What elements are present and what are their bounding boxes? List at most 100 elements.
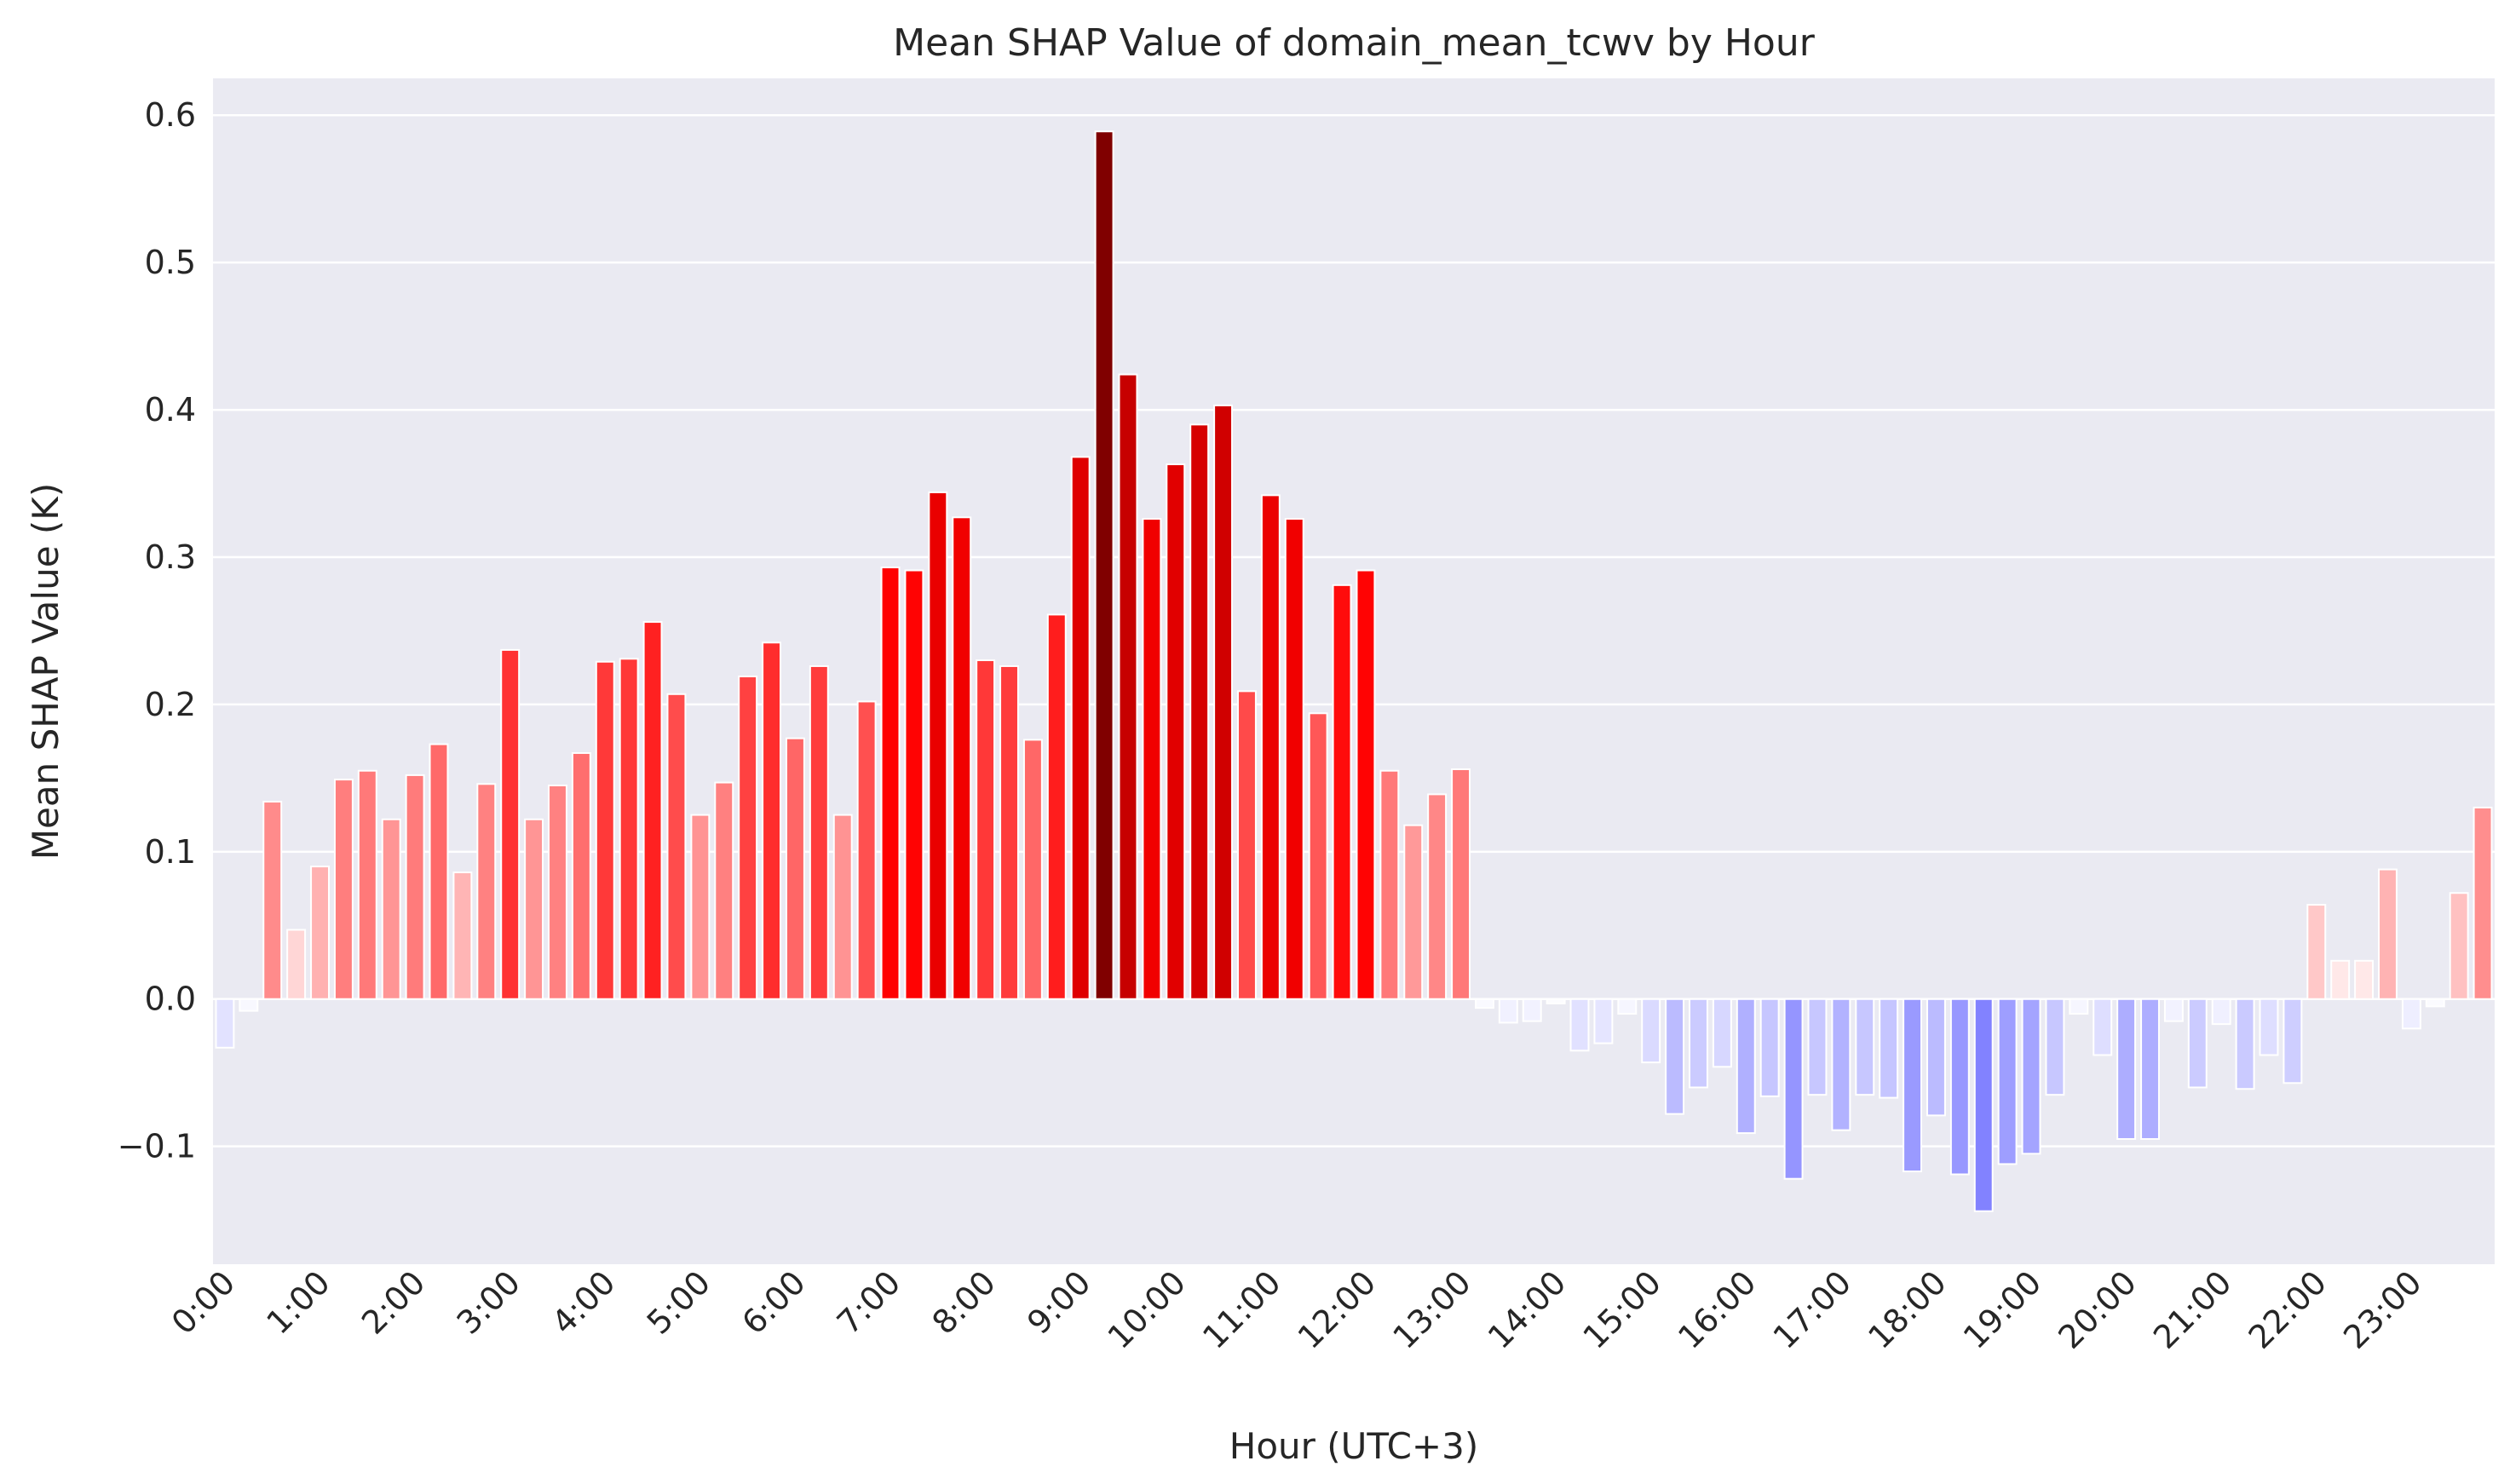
x-tick-label: 22:00	[2242, 1263, 2334, 1356]
bar	[1546, 998, 1566, 1004]
bar	[405, 774, 425, 1000]
bar	[1973, 998, 1994, 1212]
bar	[2163, 998, 2184, 1022]
bar	[571, 751, 591, 1000]
x-tick-label: 8:00	[925, 1263, 1003, 1341]
bar	[1498, 998, 1518, 1024]
bar	[2449, 892, 2469, 1000]
bar	[1332, 584, 1352, 1000]
bar	[2378, 868, 2398, 1000]
x-tick-label: 15:00	[1576, 1263, 1669, 1356]
bar	[1308, 712, 1328, 1000]
x-axis-label: Hour (UTC+3)	[1229, 1425, 1478, 1467]
bar	[2140, 998, 2160, 1141]
bar	[1451, 768, 1471, 1000]
bar	[1403, 824, 1424, 1000]
x-tick-label: 20:00	[2051, 1263, 2144, 1356]
bar	[1260, 494, 1281, 1000]
bar	[476, 783, 497, 1000]
x-tick-label: 0:00	[164, 1263, 242, 1341]
bar	[381, 818, 401, 1000]
bar	[1831, 998, 1851, 1131]
x-tick-label: 12:00	[1291, 1263, 1384, 1356]
y-axis-ticks: −0.1 0.0 0.1 0.2 0.3 0.4 0.5 0.6	[118, 96, 196, 1165]
x-tick-label: 1:00	[259, 1263, 337, 1341]
bar	[619, 658, 639, 1000]
bar	[1142, 518, 1162, 1000]
bar	[1022, 739, 1043, 1000]
bar	[2306, 904, 2327, 1000]
x-tick-label: 6:00	[734, 1263, 812, 1341]
bar	[500, 648, 521, 1000]
bar	[1949, 998, 1970, 1176]
y-tick-label: 0.6	[145, 96, 196, 134]
bar	[976, 659, 996, 1000]
bar	[1237, 690, 1257, 1000]
bar	[1641, 998, 1661, 1064]
x-tick-label: 17:00	[1766, 1263, 1859, 1356]
bar	[1046, 613, 1067, 1000]
bar	[429, 743, 449, 1000]
bar	[1617, 998, 1638, 1015]
x-tick-label: 7:00	[830, 1263, 907, 1341]
bar	[1689, 998, 1708, 1089]
bar	[1094, 130, 1114, 1000]
bar	[1356, 569, 1376, 1000]
bar	[524, 818, 544, 1000]
bar	[785, 737, 805, 1000]
bar	[2354, 959, 2375, 1000]
y-axis-label: Mean SHAP Value (K)	[25, 483, 66, 860]
x-tick-label: 9:00	[1020, 1263, 1097, 1341]
bars	[215, 130, 2493, 1212]
y-tick-label: −0.1	[118, 1128, 196, 1165]
bar	[1926, 998, 1946, 1117]
x-tick-label: 14:00	[1481, 1263, 1574, 1356]
x-tick-label: 16:00	[1671, 1263, 1764, 1356]
bar	[1522, 998, 1542, 1022]
bar	[2187, 998, 2208, 1089]
bar	[1118, 373, 1138, 1000]
bar	[2259, 998, 2279, 1056]
bar	[1593, 998, 1614, 1044]
bar	[2401, 998, 2421, 1030]
y-tick-label: 0.3	[145, 538, 196, 576]
bar	[286, 929, 307, 1000]
bar	[1474, 998, 1494, 1009]
bar	[642, 621, 663, 1000]
bar	[856, 700, 877, 1000]
bar	[310, 866, 330, 1000]
bar	[1736, 998, 1756, 1135]
x-tick-label: 23:00	[2336, 1263, 2429, 1356]
bar	[1427, 793, 1448, 1000]
y-tick-label: 0.5	[145, 244, 196, 281]
bar	[595, 660, 615, 1000]
bar	[666, 693, 687, 1000]
x-tick-label: 19:00	[1956, 1263, 2049, 1356]
bar	[952, 516, 972, 1000]
y-tick-label: 0.4	[145, 391, 196, 429]
bar	[762, 641, 782, 1000]
bar	[548, 785, 567, 1000]
bar	[2425, 998, 2445, 1008]
bar	[1997, 998, 2018, 1165]
bar	[809, 664, 829, 1000]
bar	[1166, 463, 1186, 1000]
bar	[999, 664, 1019, 1000]
bar	[2235, 998, 2255, 1090]
x-axis-ticks: 0:00 1:00 2:00 3:00 4:00 5:00 6:00 7:00 8:00 9:00…	[164, 1263, 2429, 1356]
plot-background	[213, 78, 2495, 1264]
gridlines	[213, 113, 2495, 1148]
bar	[2069, 998, 2089, 1015]
bar	[1855, 998, 1875, 1096]
bar	[2045, 998, 2065, 1096]
x-tick-label: 13:00	[1385, 1263, 1478, 1356]
bar	[239, 998, 259, 1012]
bar	[2093, 998, 2113, 1056]
y-tick-label: 0.0	[145, 981, 196, 1018]
bar	[1213, 404, 1234, 1000]
bar	[2473, 806, 2493, 1000]
bar	[262, 801, 283, 1000]
bar	[1379, 769, 1400, 1000]
bar	[215, 998, 235, 1049]
bar	[1569, 998, 1590, 1052]
